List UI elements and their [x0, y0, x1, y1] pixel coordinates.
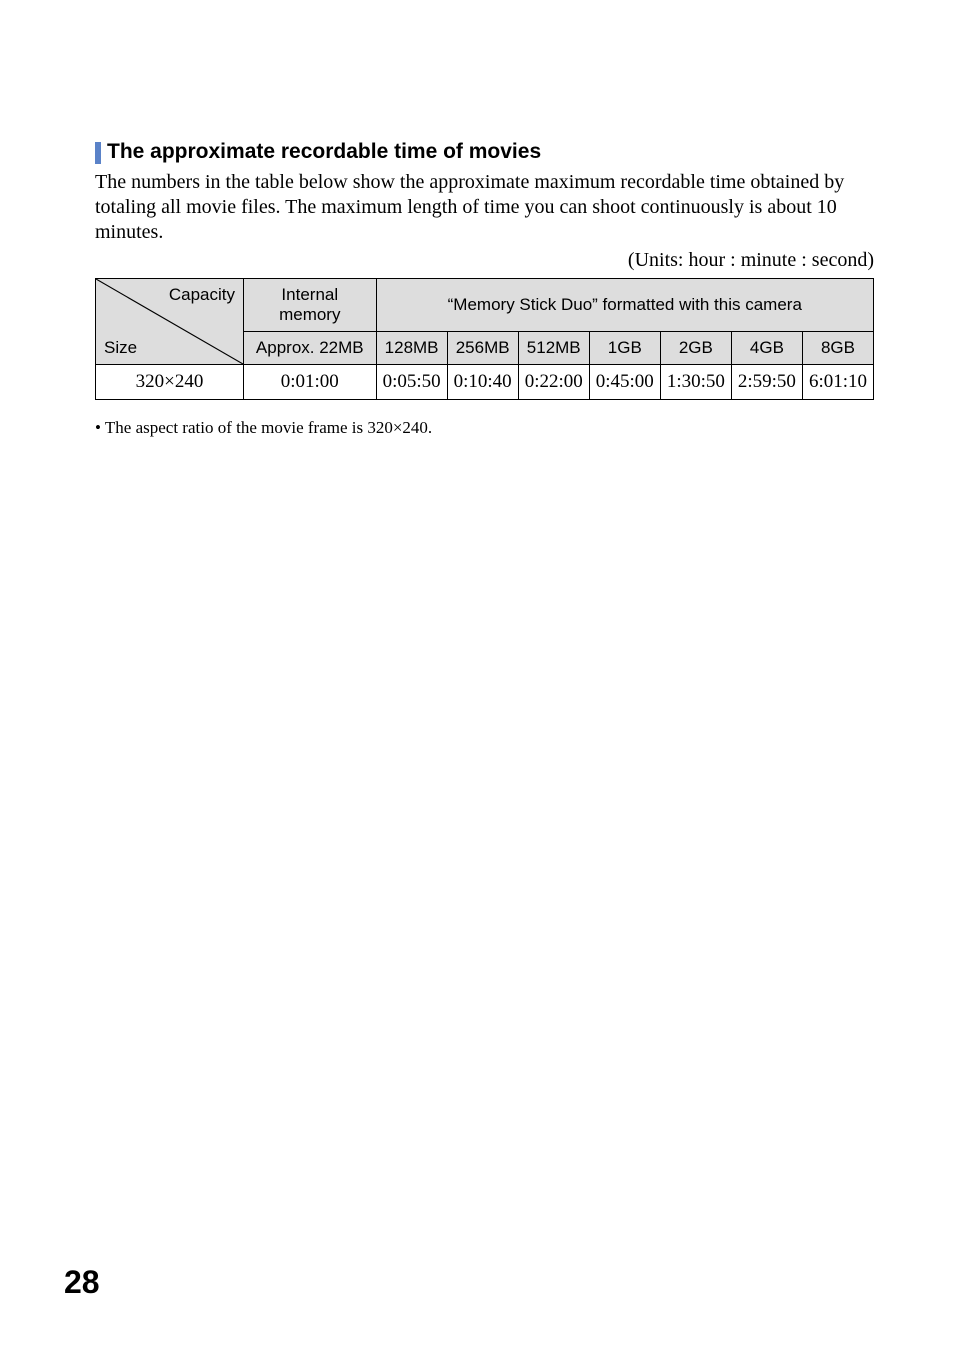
- capacity-col-3: 1GB: [589, 332, 660, 365]
- page-number: 28: [64, 1264, 100, 1301]
- row-val-5: 1:30:50: [660, 365, 731, 400]
- page-content: The approximate recordable time of movie…: [0, 0, 954, 1357]
- approx-header: Approx. 22MB: [244, 332, 377, 365]
- capacity-col-6: 8GB: [802, 332, 873, 365]
- internal-memory-header: Internal memory: [244, 279, 377, 332]
- capacity-col-2: 512MB: [518, 332, 589, 365]
- row-val-1: 0:05:50: [376, 365, 447, 400]
- memstick-header: “Memory Stick Duo” formatted with this c…: [376, 279, 873, 332]
- recordable-time-table: Capacity Size Internal memory “Memory St…: [95, 278, 874, 400]
- units-label: (Units: hour : minute : second): [95, 249, 874, 272]
- capacity-col-4: 2GB: [660, 332, 731, 365]
- diag-top-label: Capacity: [169, 285, 235, 305]
- section-heading: The approximate recordable time of movie…: [95, 140, 874, 164]
- capacity-col-5: 4GB: [731, 332, 802, 365]
- table-header-row-1: Capacity Size Internal memory “Memory St…: [96, 279, 874, 332]
- row-label: 320×240: [96, 365, 244, 400]
- heading-bar-icon: [95, 142, 101, 164]
- capacity-col-0: 128MB: [376, 332, 447, 365]
- body-paragraph: The numbers in the table below show the …: [95, 170, 874, 245]
- diag-bottom-label: Size: [104, 338, 137, 358]
- row-val-2: 0:10:40: [447, 365, 518, 400]
- capacity-col-1: 256MB: [447, 332, 518, 365]
- row-val-3: 0:22:00: [518, 365, 589, 400]
- heading-text: The approximate recordable time of movie…: [107, 140, 541, 164]
- aspect-ratio-note: • The aspect ratio of the movie frame is…: [95, 418, 874, 438]
- table-data-row: 320×240 0:01:00 0:05:50 0:10:40 0:22:00 …: [96, 365, 874, 400]
- row-val-6: 2:59:50: [731, 365, 802, 400]
- diagonal-header-cell: Capacity Size: [96, 279, 244, 365]
- row-val-0: 0:01:00: [244, 365, 377, 400]
- row-val-4: 0:45:00: [589, 365, 660, 400]
- row-val-7: 6:01:10: [802, 365, 873, 400]
